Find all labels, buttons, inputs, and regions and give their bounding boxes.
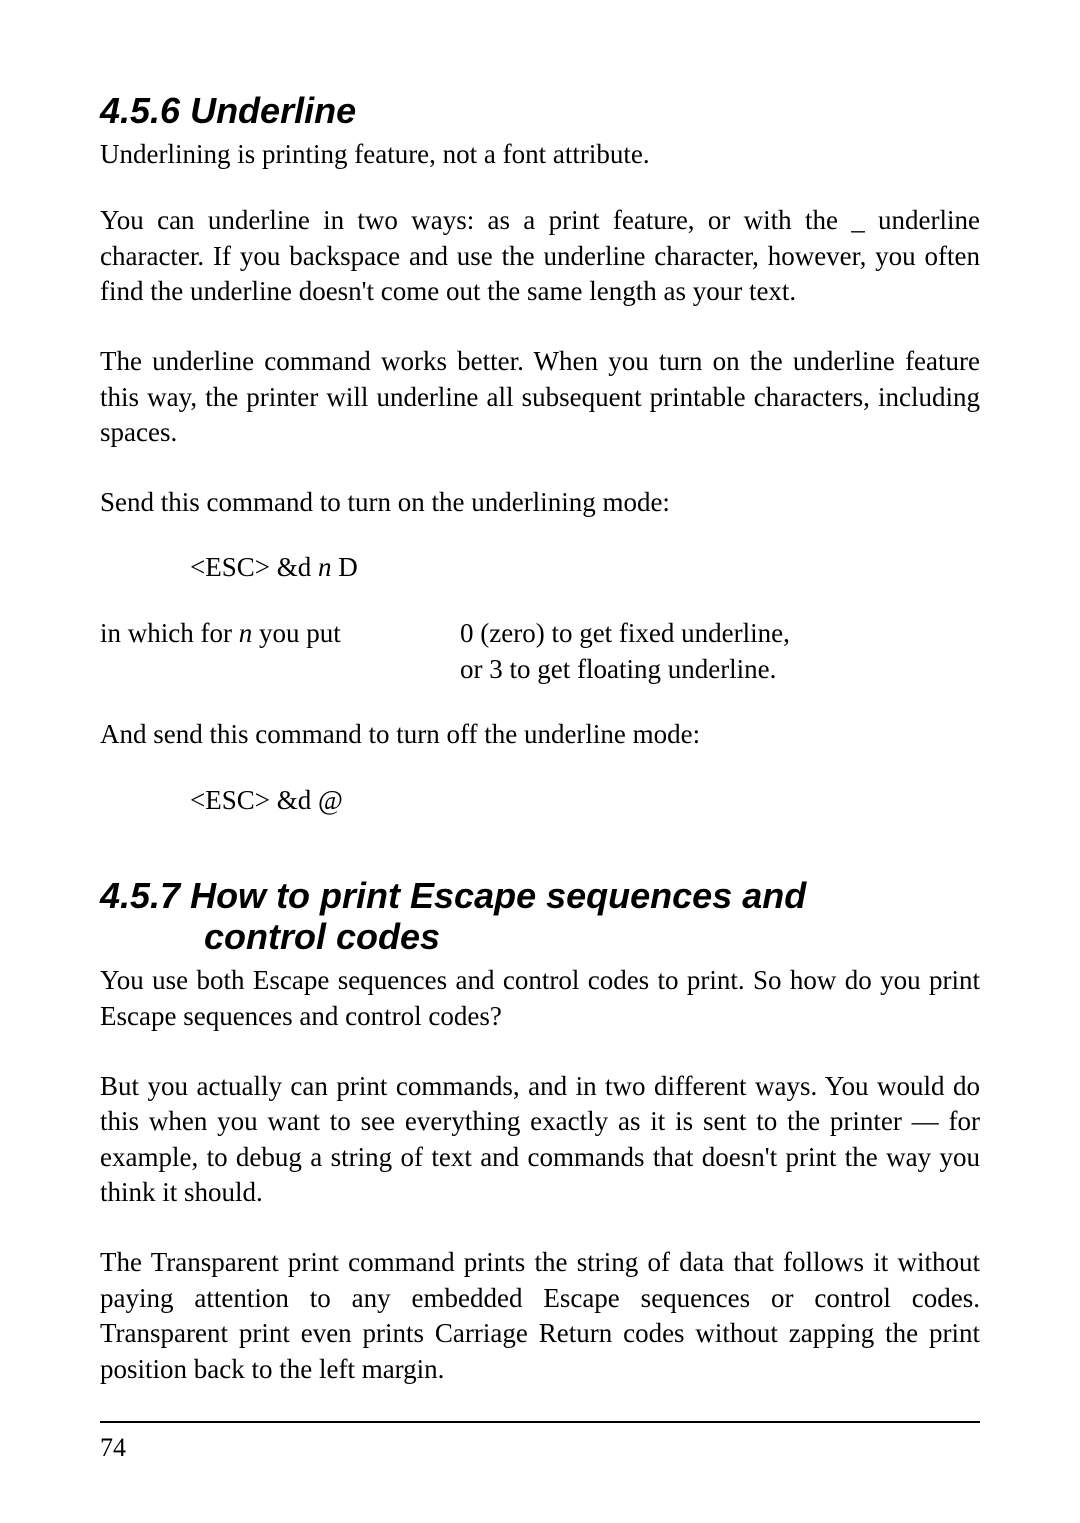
- command-code: <ESC> &d n D: [100, 550, 980, 586]
- paragraph: Send this command to turn on the underli…: [100, 485, 980, 521]
- page-number: 74: [100, 1433, 126, 1462]
- parameter-label: in which for n you put: [100, 616, 460, 687]
- paragraph: You use both Escape sequences and contro…: [100, 963, 980, 1034]
- section-heading-underline: 4.5.6 Underline: [100, 90, 980, 131]
- variable: n: [239, 618, 253, 648]
- parameter-value: 0 (zero) to get fixed underline, or 3 to…: [460, 616, 980, 687]
- paragraph: But you actually can print commands, and…: [100, 1069, 980, 1212]
- code-text: D: [331, 552, 357, 582]
- paragraph: Underlining is printing feature, not a f…: [100, 137, 980, 173]
- heading-line: 4.5.7 How to print Escape sequences and: [100, 875, 806, 916]
- code-text: <ESC> &d: [190, 552, 318, 582]
- option-line: or 3 to get floating underline.: [460, 652, 980, 688]
- paragraph: You can underline in two ways: as a prin…: [100, 203, 980, 310]
- page-footer: 74: [100, 1421, 980, 1463]
- section-heading-escape: 4.5.7 How to print Escape sequences and …: [100, 875, 980, 958]
- command-code: <ESC> &d @: [100, 783, 980, 819]
- paragraph: And send this command to turn off the un…: [100, 717, 980, 753]
- heading-line: control codes: [100, 916, 980, 957]
- parameter-row: in which for n you put 0 (zero) to get f…: [100, 616, 980, 687]
- option-line: 0 (zero) to get fixed underline,: [460, 616, 980, 652]
- paragraph: The underline command works better. When…: [100, 344, 980, 451]
- code-variable: n: [318, 552, 332, 582]
- text: in which for: [100, 618, 239, 648]
- paragraph: The Transparent print command prints the…: [100, 1245, 980, 1388]
- text: you put: [252, 618, 341, 648]
